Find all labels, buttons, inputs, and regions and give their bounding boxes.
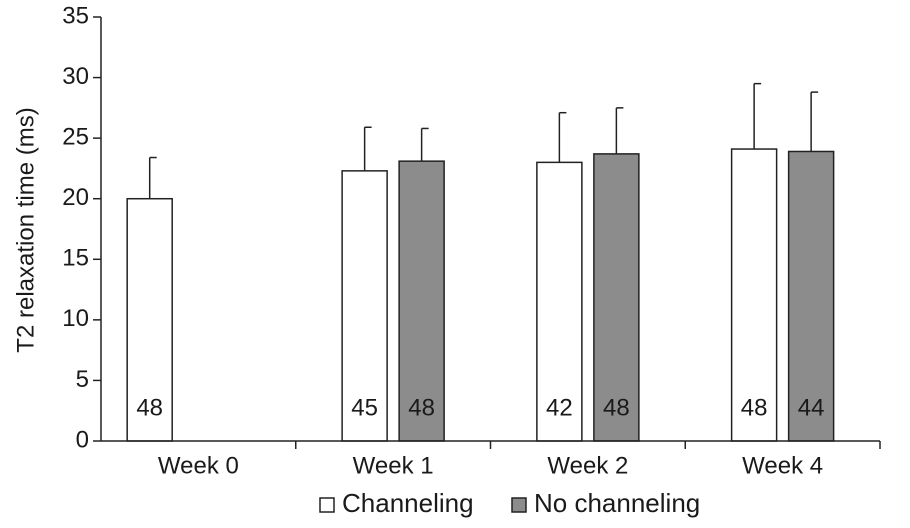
y-tick-label: 15 [62,245,89,272]
bar-channeling [536,161,583,442]
legend-label: Channeling [342,488,474,518]
bar-channeling [126,197,173,442]
legend-label: No channeling [534,488,700,518]
x-category-label: Week 0 [158,452,239,479]
bar-channeling [341,170,388,442]
y-axis-title: T2 relaxation time (ms) [12,107,39,352]
bar-n-label: 42 [546,394,573,421]
y-tick-label: 10 [62,305,89,332]
bar-no-channeling [398,160,445,442]
bar-n-label: 48 [603,394,630,421]
y-tick-label: 30 [62,63,89,90]
bar-no-channeling [593,153,640,442]
legend-swatch [511,497,527,513]
y-tick-label: 35 [62,2,89,29]
legend-swatch [319,497,335,513]
bar-n-label: 48 [741,394,768,421]
bar-n-label: 48 [408,394,435,421]
x-category-label: Week 1 [353,452,434,479]
bar-n-label: 44 [798,394,825,421]
y-tick-label: 20 [62,184,89,211]
y-tick-label: 0 [76,426,89,453]
y-tick-label: 5 [76,366,89,393]
x-category-label: Week 4 [742,452,823,479]
bar-n-label: 48 [136,394,163,421]
bar-n-label: 45 [351,394,378,421]
x-category-label: Week 2 [547,452,628,479]
y-tick-label: 25 [62,123,89,150]
